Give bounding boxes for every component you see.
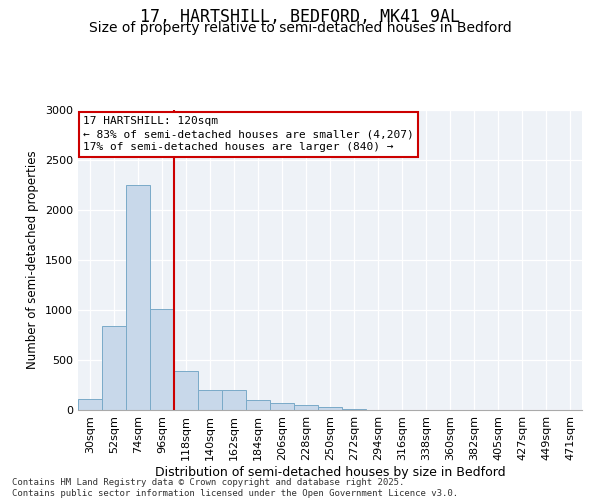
X-axis label: Distribution of semi-detached houses by size in Bedford: Distribution of semi-detached houses by … bbox=[155, 466, 505, 478]
Text: Size of property relative to semi-detached houses in Bedford: Size of property relative to semi-detach… bbox=[89, 21, 511, 35]
Bar bbox=[78, 398, 102, 410]
Y-axis label: Number of semi-detached properties: Number of semi-detached properties bbox=[26, 150, 40, 370]
Bar bbox=[150, 309, 174, 410]
Bar bbox=[174, 371, 198, 410]
Bar bbox=[270, 403, 294, 410]
Bar bbox=[198, 390, 222, 410]
Bar bbox=[342, 409, 366, 410]
Text: 17, HARTSHILL, BEDFORD, MK41 9AL: 17, HARTSHILL, BEDFORD, MK41 9AL bbox=[140, 8, 460, 26]
Bar bbox=[294, 405, 318, 410]
Bar bbox=[102, 326, 126, 410]
Bar bbox=[222, 390, 246, 410]
Bar bbox=[318, 407, 342, 410]
Text: Contains HM Land Registry data © Crown copyright and database right 2025.
Contai: Contains HM Land Registry data © Crown c… bbox=[12, 478, 458, 498]
Text: 17 HARTSHILL: 120sqm
← 83% of semi-detached houses are smaller (4,207)
17% of se: 17 HARTSHILL: 120sqm ← 83% of semi-detac… bbox=[83, 116, 414, 152]
Bar bbox=[126, 185, 150, 410]
Bar bbox=[246, 400, 270, 410]
